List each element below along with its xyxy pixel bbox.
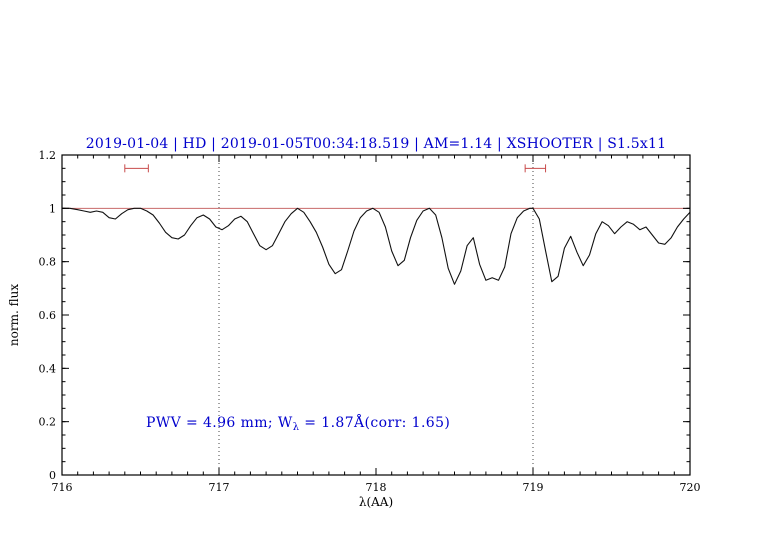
y-tick-label: 0 (49, 469, 56, 482)
x-tick-label: 717 (209, 481, 230, 494)
annotation-subscript-lambda: λ (293, 422, 300, 433)
y-tick-label: 0.8 (39, 256, 57, 269)
y-tick-label: 0.4 (39, 362, 57, 375)
spectrum-line (62, 207, 691, 285)
y-tick-label: 0.6 (39, 309, 57, 322)
y-tick-label: 1.2 (39, 149, 57, 162)
x-axis-label: λ(AA) (359, 495, 393, 509)
x-tick-label: 719 (523, 481, 544, 494)
y-tick-label: 0.2 (39, 416, 57, 429)
annotation-part1: PWV = 4.96 mm; W (146, 415, 293, 431)
plot-title: 2019-01-04 | HD | 2019-01-05T00:34:18.51… (86, 136, 666, 152)
pwv-annotation: PWV = 4.96 mm; Wλ = 1.87Å(corr: 1.65) (146, 413, 450, 433)
y-tick-label: 1 (49, 202, 56, 215)
annotation-part2: = 1.87Å(corr: 1.65) (299, 413, 450, 431)
x-tick-label: 718 (366, 481, 387, 494)
chart-layer: 716 717 718 719 720 0 0.2 0.4 0.6 0.8 1 1.2 (39, 149, 701, 494)
x-tick-label: 716 (52, 481, 73, 494)
x-tick-label: 720 (680, 481, 701, 494)
y-axis-label: norm. flux (7, 284, 21, 346)
